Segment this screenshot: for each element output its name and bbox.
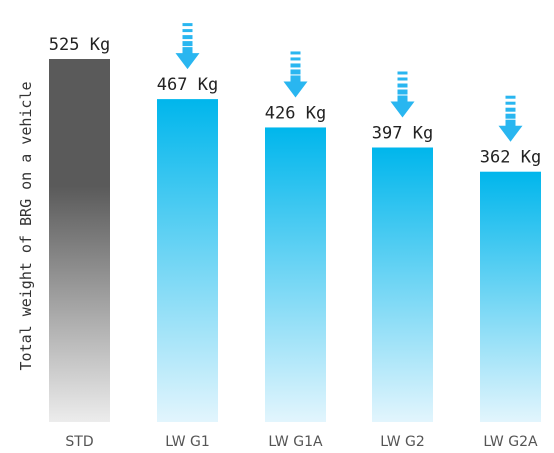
bar-lw-g1 — [157, 99, 218, 423]
x-tick-label: STD — [65, 434, 93, 450]
x-tick-label: LW G2 — [380, 434, 425, 450]
x-tick-label: LW G2A — [483, 434, 538, 450]
bars-layer — [49, 59, 541, 423]
labels-layer: 525 Kg STD 467 Kg LW G1 426 Kg LW G1A 397 Kg LW… — [49, 35, 541, 450]
data-label: 397 Kg — [372, 124, 433, 144]
down-arrow-icon — [498, 95, 523, 142]
arrows-layer — [175, 23, 523, 142]
down-arrow-icon — [175, 23, 200, 70]
x-tick-label: LW G1A — [268, 434, 323, 450]
bar-lw-g2 — [372, 147, 433, 422]
bar-lw-g1a — [265, 127, 326, 423]
data-label: 525 Kg — [49, 35, 110, 55]
y-axis-title: Total weight of BRG on a vehicle — [17, 82, 35, 371]
data-label: 467 Kg — [157, 75, 218, 95]
bar-std — [49, 59, 110, 422]
x-tick-label: LW G1 — [165, 434, 210, 450]
data-label: 362 Kg — [480, 148, 541, 168]
bar-lw-g2a — [480, 171, 541, 422]
down-arrow-icon — [283, 51, 308, 98]
down-arrow-icon — [390, 71, 415, 118]
data-label: 426 Kg — [265, 103, 326, 123]
